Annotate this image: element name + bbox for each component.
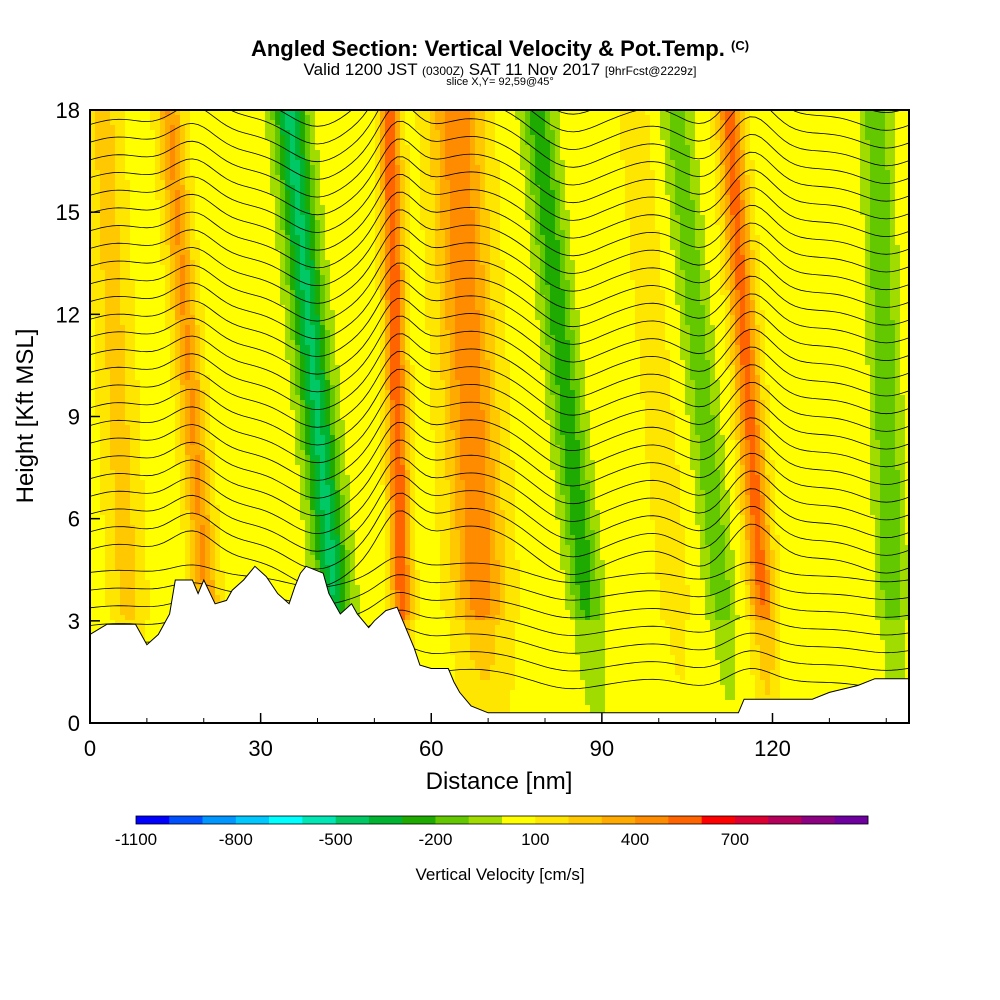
slice-info: slice X,Y= 92,59@45° [0,76,1000,88]
y-tick-label: 18 [56,98,80,123]
colorbar-label: -1100 [115,830,157,849]
colorbar-swatch [335,816,370,824]
x-tick-label: 60 [419,736,443,761]
colorbar-label: 100 [521,830,549,849]
y-axis-title: Height [Kft MSL] [12,329,39,504]
y-tick-label: 0 [68,711,80,736]
colorbar-swatch [235,816,270,824]
colorbar-label: 400 [621,830,649,849]
colorbar-swatch [601,816,636,824]
colorbar-swatch [668,816,702,824]
y-tick-label: 9 [68,405,80,430]
chart-title: Angled Section: Vertical Velocity & Pot.… [0,36,1000,62]
colorbar-swatch [202,816,237,824]
potential-temperature-contours [90,110,909,694]
colorbar-swatch [136,816,170,824]
terrain-profile [90,565,909,723]
colorbar-swatch [368,816,403,824]
x-tick-label: 30 [248,736,272,761]
x-tick-label: 120 [754,736,791,761]
colorbar-label: 700 [721,830,749,849]
copyright-mark: (C) [731,38,749,53]
colorbar-swatch [402,816,436,824]
colorbar-title: Vertical Velocity [cm/s] [415,865,584,884]
colorbar: -1100 -800 -500 -200 100 400 700 [115,815,869,849]
x-axis-title: Distance [nm] [426,768,573,795]
colorbar-swatch [468,816,503,824]
colorbar-label: -500 [319,830,353,849]
y-tick-label: 6 [68,507,80,532]
y-tick-label: 3 [68,609,80,634]
colorbar-swatch [834,816,869,824]
colorbar-label: -200 [418,830,452,849]
y-tick-label: 12 [56,302,80,327]
colorbar-label: -800 [219,830,253,849]
chart-subtitle: Valid 1200 JST (0300Z) SAT 11 Nov 2017 [… [0,60,1000,80]
colorbar-swatch [801,816,836,824]
colorbar-swatch [269,816,303,824]
colorbar-swatch [169,816,203,824]
colorbar-swatch [535,816,569,824]
colorbar-swatch [768,816,802,824]
x-tick-label: 90 [590,736,614,761]
terrain-mask [90,565,909,723]
colorbar-swatch [734,816,769,824]
colorbar-swatch [701,816,736,824]
colorbar-swatch [568,816,603,824]
colorbar-swatch [635,816,669,824]
x-tick-label: 0 [84,736,96,761]
colorbar-swatch [502,816,536,824]
colorbar-swatch [302,816,336,824]
y-tick-label: 15 [56,200,80,225]
colorbar-swatch [435,816,470,824]
